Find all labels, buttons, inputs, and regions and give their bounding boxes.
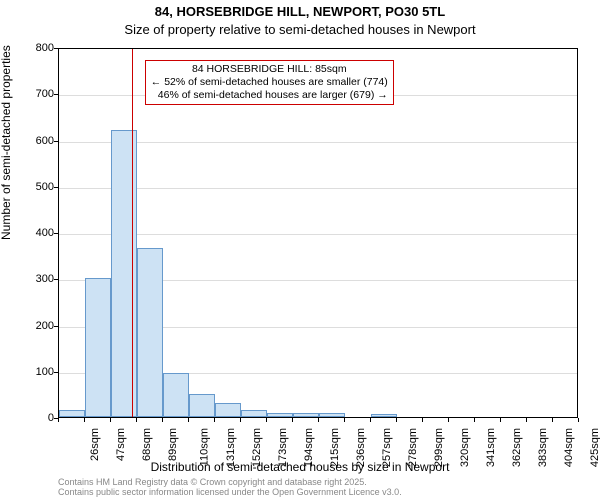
histogram-bar <box>267 413 293 417</box>
histogram-bar <box>215 403 241 417</box>
chart-subtitle: Size of property relative to semi-detach… <box>0 22 600 37</box>
x-tick-mark <box>188 418 189 422</box>
x-tick-label: 26sqm <box>89 428 101 461</box>
y-tick-label: 800 <box>14 42 54 54</box>
annotation-line-2: ← 52% of semi-detached houses are smalle… <box>151 76 388 89</box>
x-tick-label: 131sqm <box>225 428 237 467</box>
x-tick-mark <box>292 418 293 422</box>
chart-footer: Contains HM Land Registry data © Crown c… <box>58 478 402 498</box>
y-tick-mark <box>54 94 58 95</box>
y-tick-mark <box>54 48 58 49</box>
x-tick-label: 152sqm <box>251 428 263 467</box>
annotation-box: 84 HORSEBRIDGE HILL: 85sqm← 52% of semi-… <box>145 60 394 105</box>
x-tick-label: 173sqm <box>277 428 289 467</box>
x-axis-title: Distribution of semi-detached houses by … <box>0 460 600 474</box>
annotation-line-1: 84 HORSEBRIDGE HILL: 85sqm <box>151 63 388 76</box>
chart-title: 84, HORSEBRIDGE HILL, NEWPORT, PO30 5TL <box>0 4 600 19</box>
histogram-bar <box>241 410 267 417</box>
x-tick-label: 278sqm <box>407 428 419 467</box>
histogram-bar <box>137 248 163 417</box>
footer-line-1: Contains HM Land Registry data © Crown c… <box>58 477 367 487</box>
y-tick-label: 0 <box>14 412 54 424</box>
x-tick-label: 299sqm <box>433 428 445 467</box>
x-tick-label: 341sqm <box>485 428 497 467</box>
x-tick-label: 89sqm <box>167 428 179 461</box>
plot-area: 84 HORSEBRIDGE HILL: 85sqm← 52% of semi-… <box>58 48 578 418</box>
x-tick-mark <box>266 418 267 422</box>
x-tick-label: 425sqm <box>589 428 600 467</box>
y-tick-mark <box>54 233 58 234</box>
footer-line-2: Contains public sector information licen… <box>58 487 402 497</box>
x-tick-mark <box>84 418 85 422</box>
x-tick-mark <box>344 418 345 422</box>
histogram-bar <box>59 410 85 417</box>
histogram-bar <box>293 413 319 417</box>
y-tick-mark <box>54 187 58 188</box>
x-tick-label: 404sqm <box>563 428 575 467</box>
x-tick-label: 215sqm <box>329 428 341 467</box>
y-axis-title: Number of semi-detached properties <box>0 45 13 240</box>
x-tick-mark <box>396 418 397 422</box>
y-tick-mark <box>54 141 58 142</box>
x-tick-mark <box>58 418 59 422</box>
annotation-line-3: 46% of semi-detached houses are larger (… <box>151 89 388 102</box>
x-tick-mark <box>500 418 501 422</box>
x-tick-label: 320sqm <box>459 428 471 467</box>
x-tick-label: 47sqm <box>115 428 127 461</box>
x-tick-label: 194sqm <box>303 428 315 467</box>
y-tick-label: 500 <box>14 181 54 193</box>
y-tick-label: 100 <box>14 366 54 378</box>
x-tick-mark <box>526 418 527 422</box>
histogram-bar <box>189 394 215 417</box>
x-tick-mark <box>318 418 319 422</box>
histogram-bar <box>163 373 189 417</box>
x-tick-label: 68sqm <box>141 428 153 461</box>
property-marker-line <box>132 49 133 417</box>
y-tick-label: 700 <box>14 88 54 100</box>
y-tick-label: 200 <box>14 320 54 332</box>
y-tick-mark <box>54 372 58 373</box>
y-tick-mark <box>54 326 58 327</box>
x-tick-mark <box>136 418 137 422</box>
x-tick-mark <box>214 418 215 422</box>
x-tick-mark <box>474 418 475 422</box>
x-tick-mark <box>370 418 371 422</box>
x-tick-mark <box>448 418 449 422</box>
histogram-bar <box>371 414 397 417</box>
x-tick-label: 236sqm <box>355 428 367 467</box>
x-tick-label: 257sqm <box>381 428 393 467</box>
x-tick-mark <box>422 418 423 422</box>
histogram-bar <box>319 413 345 417</box>
x-tick-mark <box>162 418 163 422</box>
x-tick-mark <box>240 418 241 422</box>
x-tick-label: 110sqm <box>198 428 210 466</box>
y-tick-label: 300 <box>14 273 54 285</box>
x-tick-label: 383sqm <box>537 428 549 467</box>
x-tick-mark <box>110 418 111 422</box>
y-tick-label: 400 <box>14 227 54 239</box>
histogram-bar <box>85 278 111 417</box>
y-tick-mark <box>54 279 58 280</box>
x-tick-label: 362sqm <box>511 428 523 467</box>
x-tick-mark <box>578 418 579 422</box>
x-tick-mark <box>552 418 553 422</box>
y-tick-label: 600 <box>14 135 54 147</box>
chart-container: 84, HORSEBRIDGE HILL, NEWPORT, PO30 5TL … <box>0 0 600 500</box>
